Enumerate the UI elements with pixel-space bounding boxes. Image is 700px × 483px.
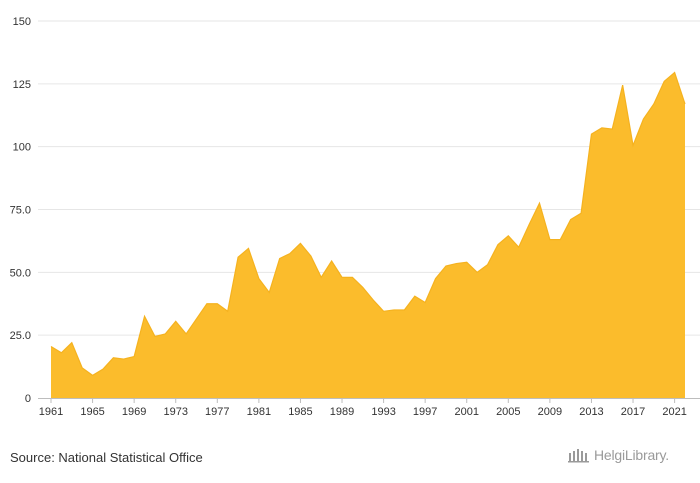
data-point	[549, 238, 551, 240]
x-tick-label: 1985	[288, 406, 312, 418]
data-point	[403, 309, 405, 311]
data-point	[81, 367, 83, 369]
series-layer	[50, 71, 686, 399]
x-tick-label: 1989	[330, 406, 354, 418]
data-point	[237, 256, 239, 258]
data-point	[341, 276, 343, 278]
x-tick-label: 2021	[662, 406, 686, 418]
data-point	[684, 103, 686, 105]
data-point	[299, 242, 301, 244]
data-point	[414, 295, 416, 297]
y-tick-label: 0	[25, 393, 31, 405]
data-point	[653, 103, 655, 105]
series-area	[51, 72, 685, 399]
data-point	[320, 276, 322, 278]
data-point	[351, 276, 353, 278]
data-point	[497, 243, 499, 245]
data-point	[154, 335, 156, 337]
data-point	[278, 257, 280, 259]
data-point	[434, 277, 436, 279]
x-tick-label: 1997	[413, 406, 437, 418]
y-tick-label: 25.0	[10, 330, 31, 342]
x-tick-label: 2001	[454, 406, 478, 418]
series-line	[50, 71, 686, 377]
y-tick-label: 75.0	[10, 205, 31, 217]
data-point	[424, 301, 426, 303]
data-point	[247, 247, 249, 249]
x-tick-label: 2017	[621, 406, 645, 418]
x-tick-label: 1981	[247, 406, 271, 418]
data-point	[518, 246, 520, 248]
data-point	[455, 262, 457, 264]
x-tick-label: 1993	[371, 406, 395, 418]
data-point	[71, 342, 73, 344]
x-axis-ticks: 1961 1965 1969 1973 1977 1981 1985 1989 1993 1997…	[39, 398, 687, 418]
x-tick-label: 1969	[122, 406, 146, 418]
data-point	[112, 357, 114, 359]
data-point	[60, 352, 62, 354]
data-point	[91, 374, 93, 376]
data-point	[372, 299, 374, 301]
data-point	[507, 235, 509, 237]
x-tick-label: 1977	[205, 406, 229, 418]
data-point	[330, 260, 332, 262]
data-point	[382, 310, 384, 312]
data-point	[50, 345, 52, 347]
data-point	[195, 318, 197, 320]
y-tick-label: 150	[13, 16, 31, 28]
data-point	[528, 223, 530, 225]
data-point	[590, 133, 592, 135]
data-point	[538, 202, 540, 204]
x-tick-label: 1961	[39, 406, 63, 418]
y-tick-label: 100	[13, 142, 31, 154]
data-point	[559, 238, 561, 240]
data-point	[663, 80, 665, 82]
data-point	[476, 271, 478, 273]
data-point	[289, 252, 291, 254]
brand-name: HelgiLibrary.	[594, 447, 669, 463]
data-point	[466, 261, 468, 263]
x-tick-label: 2005	[496, 406, 520, 418]
data-point	[362, 286, 364, 288]
data-point	[611, 128, 613, 130]
brand-logo: HelgiLibrary.	[568, 447, 669, 463]
data-point	[632, 144, 634, 146]
data-point	[580, 212, 582, 214]
data-point	[258, 277, 260, 279]
data-point	[216, 303, 218, 305]
y-axis-ticks: 0 25.0 50.0 75.0 100 125 150	[10, 16, 31, 405]
data-point	[445, 265, 447, 267]
source-note: Source: National Statistical Office	[10, 450, 203, 465]
data-point	[486, 264, 488, 266]
x-tick-label: 1973	[163, 406, 187, 418]
data-point	[143, 315, 145, 317]
x-tick-label: 2009	[538, 406, 562, 418]
x-tick-label: 1965	[80, 406, 104, 418]
data-point	[226, 310, 228, 312]
data-point	[175, 320, 177, 322]
data-point	[310, 255, 312, 257]
data-point	[206, 303, 208, 305]
data-point	[185, 333, 187, 335]
data-point	[123, 358, 125, 360]
data-point	[601, 127, 603, 129]
data-point	[673, 71, 675, 73]
data-point	[164, 333, 166, 335]
data-point	[642, 118, 644, 120]
data-point	[268, 291, 270, 293]
data-point	[133, 355, 135, 357]
y-tick-label: 50.0	[10, 267, 31, 279]
data-point	[621, 84, 623, 86]
data-point	[569, 218, 571, 220]
data-point	[102, 368, 104, 370]
library-icon	[568, 449, 589, 463]
data-point	[393, 309, 395, 311]
x-tick-label: 2013	[579, 406, 603, 418]
y-tick-label: 125	[13, 79, 31, 91]
